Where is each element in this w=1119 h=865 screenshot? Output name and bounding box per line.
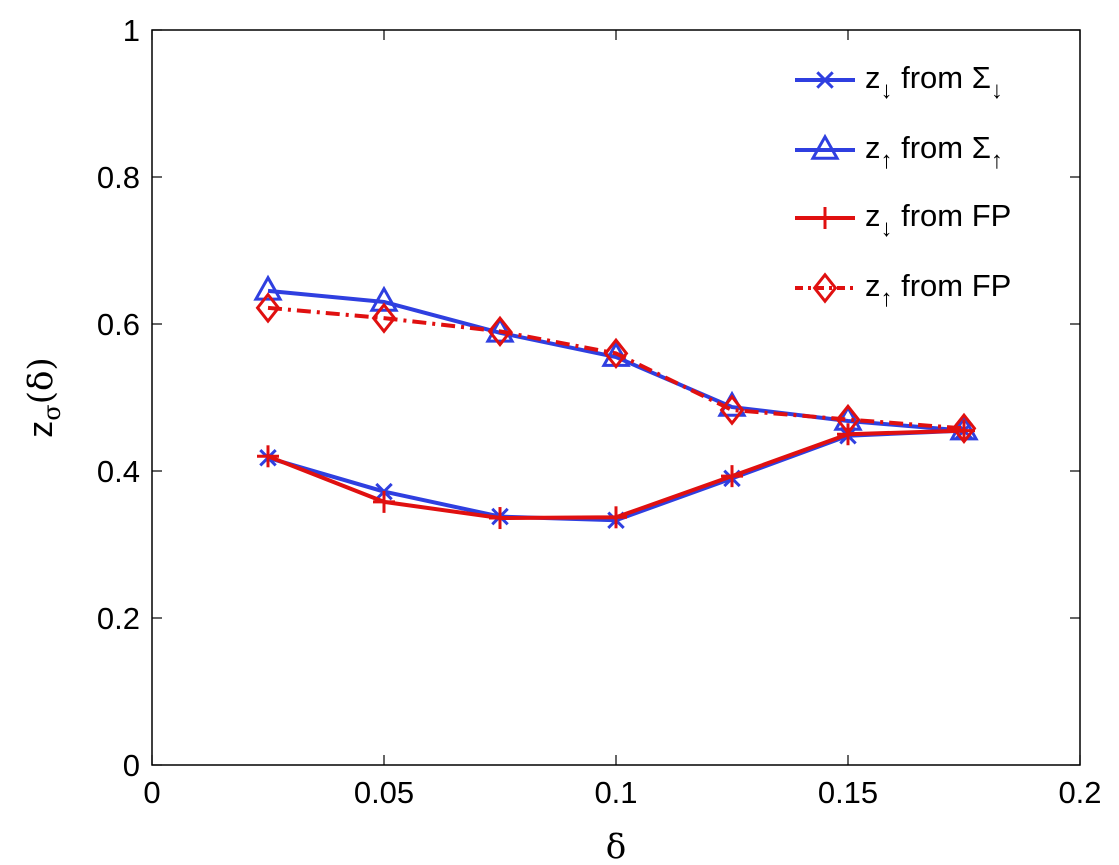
y-tick-label: 0.6	[97, 307, 140, 342]
legend-item: z↑ from FP	[795, 268, 1011, 312]
y-axis-label-main: z	[22, 421, 60, 438]
y-tick-label: 1	[123, 13, 140, 48]
series-line	[267, 428, 965, 521]
data-point	[605, 506, 627, 529]
data-point	[489, 507, 511, 530]
data-point	[835, 403, 861, 436]
series-line	[267, 305, 965, 431]
tick-labels: 0 0.05 0.1 0.15 0.2 0 0.2 0.4 0.6 0.8 1	[97, 13, 1102, 810]
y-tick-label: 0.8	[97, 160, 140, 195]
series-line	[267, 288, 965, 433]
data-point	[721, 465, 743, 488]
y-axis-label: zσ(δ)	[21, 357, 66, 437]
data-point	[373, 490, 395, 513]
data-point	[603, 337, 629, 370]
y-axis-label-arg: (δ)	[21, 357, 61, 404]
data-point	[719, 394, 745, 426]
data-point	[255, 292, 281, 324]
y-tick-label: 0.4	[97, 454, 140, 489]
axes	[151, 29, 1081, 766]
y-tick-label: 0.2	[97, 601, 140, 636]
x-tick-label: 0.2	[1058, 775, 1101, 810]
legend-label: z↓ from FP	[865, 198, 1011, 242]
data-point	[487, 315, 513, 347]
data-point	[485, 316, 515, 343]
legend-label: z↓ from Σ↓	[865, 60, 1003, 104]
data-point	[951, 412, 977, 444]
legend-label: z↑ from Σ↑	[865, 130, 1003, 174]
x-tick-label: 0	[143, 775, 160, 810]
legend-label: z↑ from FP	[865, 268, 1011, 312]
data-point	[371, 302, 397, 334]
legend-marker	[816, 71, 834, 89]
legend-item: z↑ from Σ↑	[795, 130, 1003, 174]
x-tick-label: 0.15	[818, 775, 878, 810]
data-point	[369, 285, 399, 312]
x-tick-label: 0.05	[354, 775, 414, 810]
legend-marker	[812, 272, 838, 304]
y-axis-label-sub: σ	[38, 404, 66, 420]
data-point	[253, 274, 283, 301]
legend: z↓ from Σ↓ z↑ from Σ↑ z↓ from FP z↑ from FP	[795, 60, 1011, 312]
data-point	[257, 445, 279, 468]
plot-lines	[253, 274, 979, 530]
legend-item: z↓ from FP	[795, 198, 1011, 242]
x-axis-label: δ	[606, 827, 626, 865]
legend-item: z↓ from Σ↓	[795, 60, 1003, 104]
legend-marker	[814, 207, 836, 229]
x-tick-label: 0.1	[594, 775, 637, 810]
y-tick-label: 0	[123, 748, 140, 783]
series-3	[255, 292, 977, 444]
legend-marker	[810, 133, 840, 160]
